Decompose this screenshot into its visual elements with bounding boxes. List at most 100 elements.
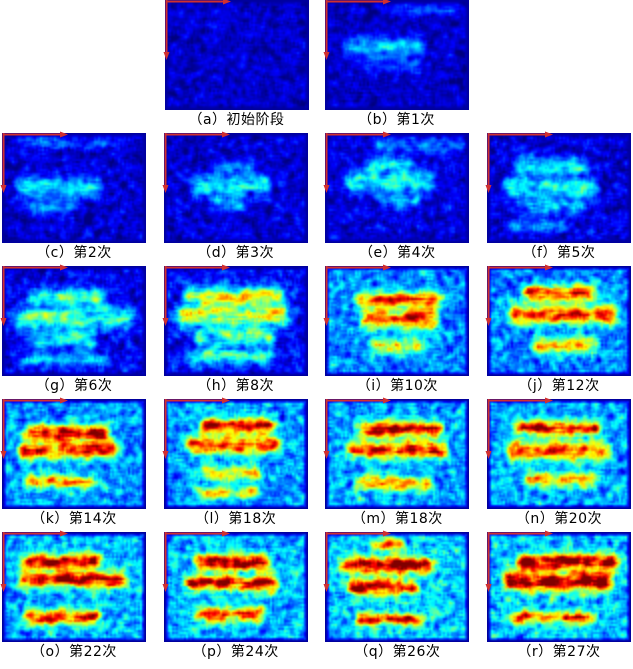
heatmap-tile-m: （m）第18次	[323, 397, 470, 529]
heatmap-tile-b: （b）第1次	[323, 0, 469, 130]
axis-marker-overlay	[0, 131, 68, 193]
y-axis-arrow-icon	[323, 584, 330, 592]
heatmap-tile-l: （l）第18次	[162, 397, 308, 529]
tile-caption: （o）第22次	[31, 644, 117, 660]
x-axis-arrow-icon	[383, 131, 392, 138]
thermal-heatmap-canvas	[2, 133, 146, 243]
axis-marker-overlay	[0, 264, 68, 326]
thermal-image-box	[0, 264, 146, 376]
heatmap-tile-j: （j）第12次	[485, 264, 631, 396]
y-axis-arrow-icon	[162, 318, 169, 326]
thermal-image-box	[162, 530, 308, 642]
thermal-heatmap-canvas	[164, 0, 309, 110]
tile-caption: （r）第27次	[517, 644, 601, 660]
heatmap-tile-a: （a）初始阶段	[163, 0, 309, 130]
axis-marker-overlay	[323, 397, 392, 459]
y-axis-arrow-icon	[485, 584, 492, 592]
thermal-heatmap-canvas	[163, 399, 308, 509]
axis-marker-overlay	[162, 397, 230, 459]
heatmap-tile-o: （o）第22次	[0, 530, 146, 662]
y-axis-arrow-icon	[162, 451, 169, 459]
x-axis-arrow-icon	[60, 530, 68, 537]
heatmap-tile-d: （d）第3次	[162, 131, 308, 263]
x-axis-arrow-icon	[60, 131, 68, 138]
tile-row-2: （c）第2次 （d）第3次 （e）第4次	[0, 131, 633, 263]
axis-marker-overlay	[485, 530, 553, 592]
tile-caption: （g）第6次	[35, 378, 113, 394]
thermal-heatmap-canvas	[486, 133, 631, 243]
axis-marker-overlay	[162, 530, 230, 592]
thermal-heatmap-canvas	[324, 0, 469, 110]
heatmap-tile-c: （c）第2次	[0, 131, 146, 263]
axis-marker-overlay	[323, 530, 392, 592]
thermal-heatmap-canvas	[2, 399, 146, 509]
thermal-image-box	[485, 264, 631, 376]
thermal-heatmap-canvas	[325, 266, 470, 376]
x-axis-arrow-icon	[221, 530, 230, 537]
tile-row-3: （g）第6次 （h）第8次 （i）第10次	[0, 264, 633, 396]
thermal-image-box	[0, 530, 146, 642]
thermal-image-box	[162, 131, 308, 243]
x-axis-arrow-icon	[222, 0, 231, 5]
thermal-heatmap-canvas	[325, 399, 470, 509]
axis-marker-overlay	[0, 530, 68, 592]
x-axis-arrow-icon	[382, 0, 391, 5]
axis-marker-overlay	[0, 397, 68, 459]
y-axis-arrow-icon	[162, 584, 169, 592]
tile-row-5: （o）第22次 （p）第24次 （q）第26次	[0, 530, 633, 662]
tile-caption: （c）第2次	[36, 245, 112, 261]
tile-caption: （b）第1次	[358, 112, 435, 128]
thermal-image-box	[323, 530, 470, 642]
y-axis-arrow-icon	[0, 584, 7, 592]
tile-caption: （h）第8次	[197, 378, 275, 394]
thermal-heatmap-canvas	[163, 133, 308, 243]
x-axis-arrow-icon	[383, 397, 392, 404]
y-axis-arrow-icon	[485, 451, 492, 459]
heatmap-tile-p: （p）第24次	[162, 530, 308, 662]
thermal-image-box	[0, 131, 146, 243]
thermal-image-box	[485, 530, 631, 642]
x-axis-arrow-icon	[544, 131, 553, 138]
y-axis-arrow-icon	[323, 318, 330, 326]
heatmap-tile-n: （n）第20次	[485, 397, 631, 529]
thermal-image-box	[162, 264, 308, 376]
thermal-image-box	[0, 397, 146, 509]
x-axis-arrow-icon	[544, 530, 553, 537]
y-axis-arrow-icon	[323, 451, 330, 459]
thermal-image-box	[163, 0, 309, 110]
thermal-heatmap-canvas	[325, 133, 470, 243]
x-axis-arrow-icon	[60, 264, 68, 271]
tile-caption: （d）第3次	[197, 245, 275, 261]
axis-marker-overlay	[485, 264, 553, 326]
tile-row-4: （k）第14次 （l）第18次 （m）第18次	[0, 397, 633, 529]
tile-caption: （m）第18次	[351, 511, 443, 527]
thermal-heatmap-canvas	[2, 266, 146, 376]
axis-marker-overlay	[323, 0, 391, 60]
thermal-image-box	[323, 397, 470, 509]
y-axis-arrow-icon	[485, 318, 492, 326]
heatmap-tile-r: （r）第27次	[485, 530, 631, 662]
y-axis-arrow-icon	[0, 185, 7, 193]
axis-marker-overlay	[162, 131, 230, 193]
heatmap-tile-q: （q）第26次	[323, 530, 470, 662]
x-axis-arrow-icon	[383, 530, 392, 537]
thermal-heatmap-canvas	[486, 266, 631, 376]
y-axis-arrow-icon	[0, 451, 7, 459]
thermal-image-box	[323, 131, 470, 243]
tile-caption: （i）第10次	[356, 378, 438, 394]
axis-marker-overlay	[485, 397, 553, 459]
tile-caption: （f）第5次	[522, 245, 596, 261]
y-axis-arrow-icon	[162, 185, 169, 193]
thermal-heatmap-canvas	[486, 532, 631, 642]
thermal-image-box	[323, 0, 469, 110]
heatmap-tile-g: （g）第6次	[0, 264, 146, 396]
thermal-heatmap-canvas	[486, 399, 631, 509]
y-axis-arrow-icon	[163, 52, 169, 60]
thermal-heatmap-canvas	[163, 266, 308, 376]
thermal-image-box	[162, 397, 308, 509]
tile-caption: （j）第12次	[518, 378, 600, 394]
y-axis-arrow-icon	[0, 318, 7, 326]
x-axis-arrow-icon	[221, 397, 230, 404]
tile-caption: （l）第18次	[195, 511, 277, 527]
tile-caption: （n）第20次	[515, 511, 603, 527]
